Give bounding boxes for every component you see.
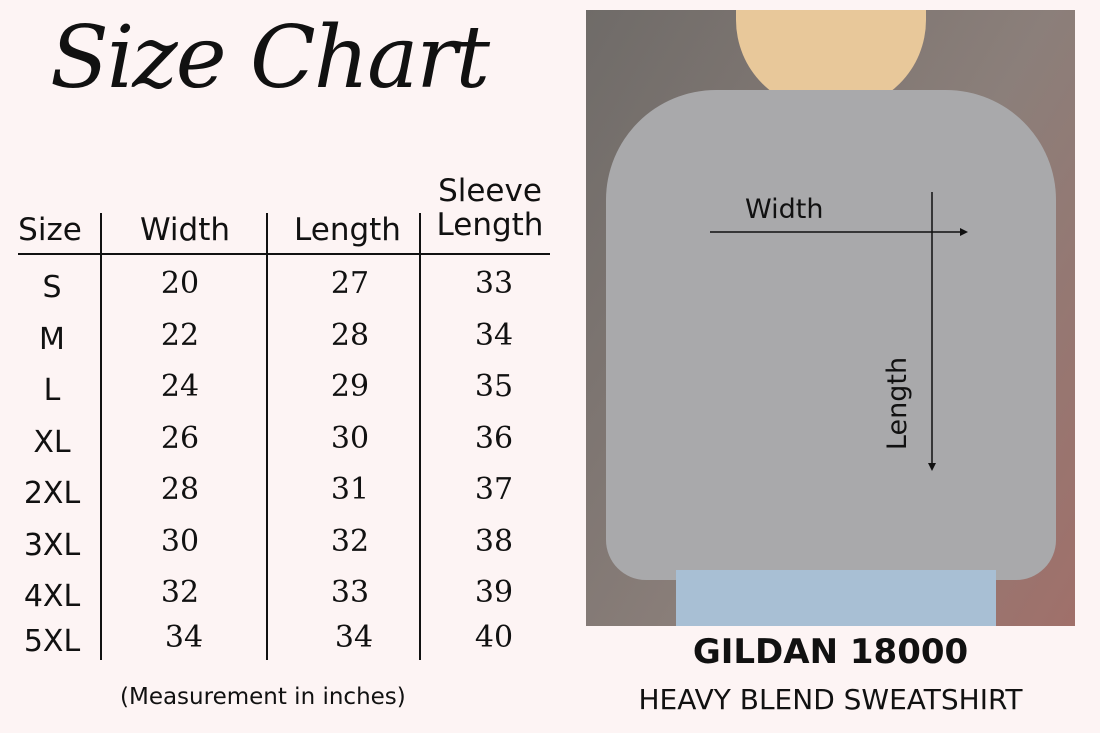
- column-divider: [100, 213, 102, 660]
- measurement-cell: 22: [160, 318, 200, 353]
- measurement-cell: 39: [474, 575, 514, 610]
- measurement-cell: 27: [330, 266, 370, 301]
- column-divider: [266, 213, 268, 660]
- header-divider: [18, 253, 550, 255]
- length-label: Length: [882, 356, 914, 451]
- measurement-cell: 34: [334, 620, 374, 655]
- measurement-cell: 20: [160, 266, 200, 301]
- header-size: Size: [18, 212, 82, 248]
- column-divider: [419, 213, 421, 660]
- measurement-cell: 35: [474, 369, 514, 404]
- measurement-cell: 37: [474, 472, 514, 507]
- measurement-cell: 34: [474, 318, 514, 353]
- header-sleeve-length: Sleeve Length: [436, 173, 544, 243]
- measure-arrows: [710, 192, 968, 471]
- jeans: [676, 570, 996, 626]
- size-cell: S: [42, 270, 62, 305]
- size-cell: 2XL: [23, 476, 81, 511]
- measurement-cell: 33: [474, 266, 514, 301]
- measurement-cell: 28: [160, 472, 200, 507]
- width-label: Width: [745, 194, 824, 225]
- size-cell: 5XL: [23, 624, 81, 659]
- measurement-cell: 36: [474, 421, 514, 456]
- size-cell: 4XL: [23, 579, 81, 614]
- measurement-cell: 28: [330, 318, 370, 353]
- measurement-cell: 30: [330, 421, 370, 456]
- measurement-cell: 32: [330, 524, 370, 559]
- size-cell: 3XL: [23, 528, 81, 563]
- measurement-cell: 24: [160, 369, 200, 404]
- measurement-cell: 40: [474, 620, 514, 655]
- size-cell: M: [39, 322, 65, 357]
- size-cell: XL: [33, 425, 71, 460]
- measurement-cell: 29: [330, 369, 370, 404]
- product-brand: GILDAN 18000: [692, 632, 969, 672]
- measurement-cell: 30: [160, 524, 200, 559]
- measurement-cell: 26: [160, 421, 200, 456]
- measurement-note: (Measurement in inches): [120, 684, 406, 710]
- page-title: Size Chart: [50, 8, 490, 108]
- model-photo: Width Length: [586, 10, 1075, 626]
- measurement-cell: 32: [160, 575, 200, 610]
- header-width: Width: [139, 212, 231, 248]
- size-cell: L: [43, 373, 61, 408]
- product-name: HEAVY BLEND SWEATSHIRT: [638, 683, 1023, 716]
- measurement-cell: 34: [164, 620, 204, 655]
- measurement-cell: 38: [474, 524, 514, 559]
- measurement-cell: 31: [330, 472, 370, 507]
- sweatshirt: [606, 90, 1056, 580]
- header-length: Length: [294, 212, 401, 248]
- measurement-cell: 33: [330, 575, 370, 610]
